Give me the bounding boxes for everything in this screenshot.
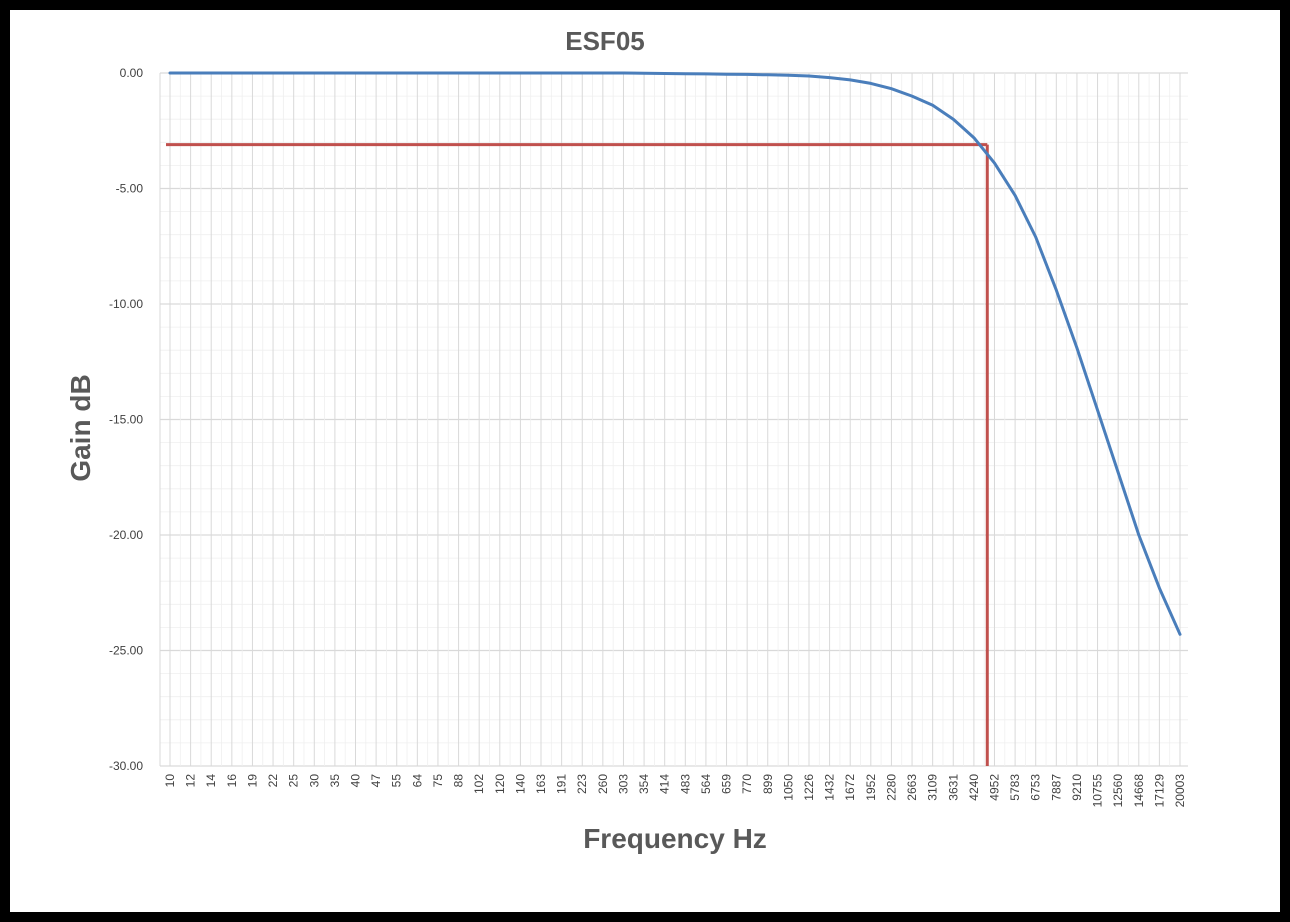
x-tick-label: 16 <box>225 774 239 788</box>
x-tick-label: 47 <box>369 774 383 788</box>
x-tick-label: 4952 <box>987 774 1001 801</box>
series-group <box>168 71 1182 636</box>
chart-frame: ESF05 0.00 -5.00 -10.00 -15.00 -20.00 -25.00 -… <box>10 10 1280 912</box>
y-tick-label: -30.00 <box>109 759 143 773</box>
x-tick-label: 414 <box>658 774 672 794</box>
y-tick-label: -10.00 <box>109 297 143 311</box>
x-tick-label: 140 <box>513 774 527 794</box>
x-tick-label: 3109 <box>926 774 940 801</box>
x-tick-label: 7887 <box>1049 774 1063 801</box>
x-axis-ticks: 10 12 14 16 19 22 25 30 35 40 47 55 64 75 88 102 120 140 1… <box>163 774 1187 808</box>
x-tick-label: 102 <box>472 774 486 794</box>
x-tick-label: 22 <box>266 774 280 788</box>
x-tick-label: 75 <box>431 774 445 788</box>
x-tick-label: 1952 <box>864 774 878 801</box>
x-tick-label: 64 <box>410 774 424 788</box>
x-tick-label: 260 <box>596 774 610 794</box>
x-tick-label: 14 <box>204 774 218 788</box>
x-tick-label: 40 <box>349 774 363 788</box>
x-tick-label: 1050 <box>781 774 795 801</box>
x-tick-label: 1226 <box>802 774 816 801</box>
series-line-0 <box>168 71 1182 636</box>
x-tick-label: 3631 <box>946 774 960 801</box>
x-tick-label: 303 <box>616 774 630 794</box>
x-tick-label: 12 <box>184 774 198 788</box>
y-tick-label: -25.00 <box>109 644 143 658</box>
x-tick-label: 35 <box>328 774 342 788</box>
y-tick-label: -15.00 <box>109 413 143 427</box>
x-tick-label: 12560 <box>1111 774 1125 808</box>
x-tick-label: 770 <box>740 774 754 794</box>
x-tick-label: 5783 <box>1008 774 1022 801</box>
y-tick-label: -5.00 <box>116 182 144 196</box>
x-tick-label: 483 <box>678 774 692 794</box>
x-tick-label: 120 <box>493 774 507 794</box>
x-tick-label: 25 <box>287 774 301 788</box>
x-tick-label: 10755 <box>1091 774 1105 808</box>
x-tick-label: 17129 <box>1152 774 1166 808</box>
x-tick-label: 564 <box>699 774 713 794</box>
line-chart: ESF05 0.00 -5.00 -10.00 -15.00 -20.00 -25.00 -… <box>65 26 1188 854</box>
x-tick-label: 9210 <box>1070 774 1084 801</box>
x-tick-label: 1672 <box>843 774 857 801</box>
x-tick-label: 191 <box>555 774 569 794</box>
y-tick-label: -20.00 <box>109 528 143 542</box>
x-tick-label: 163 <box>534 774 548 794</box>
x-tick-label: 19 <box>245 774 259 788</box>
x-axis-title: Frequency Hz <box>583 823 767 854</box>
grid <box>159 72 1188 767</box>
x-tick-label: 55 <box>390 774 404 788</box>
x-tick-label: 4240 <box>967 774 981 801</box>
x-tick-label: 1432 <box>823 774 837 801</box>
x-tick-label: 2663 <box>905 774 919 801</box>
x-tick-label: 899 <box>761 774 775 794</box>
cutoff-annotation <box>166 143 989 766</box>
x-tick-label: 10 <box>163 774 177 788</box>
x-tick-label: 30 <box>307 774 321 788</box>
x-tick-label: 223 <box>575 774 589 794</box>
x-tick-label: 20003 <box>1173 774 1187 808</box>
x-tick-label: 659 <box>720 774 734 794</box>
y-axis-title: Gain dB <box>65 374 96 481</box>
x-tick-label: 6753 <box>1029 774 1043 801</box>
chart-title: ESF05 <box>565 26 645 56</box>
y-tick-label: 0.00 <box>120 66 144 80</box>
x-tick-label: 2280 <box>884 774 898 801</box>
x-tick-label: 88 <box>452 774 466 788</box>
x-tick-label: 354 <box>637 774 651 794</box>
x-tick-label: 14668 <box>1132 774 1146 808</box>
y-axis-ticks: 0.00 -5.00 -10.00 -15.00 -20.00 -25.00 -30.00 <box>109 66 143 773</box>
